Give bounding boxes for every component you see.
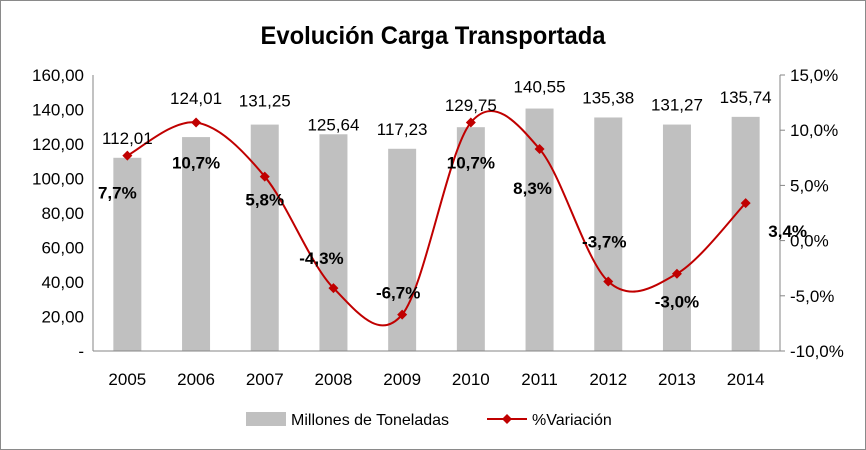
bar: [113, 157, 142, 351]
left-tick-label: 140,00: [32, 101, 84, 120]
bar-value-label: 131,25: [239, 92, 291, 111]
x-tick-label: 2010: [452, 370, 490, 389]
left-tick-label: 160,00: [32, 66, 84, 85]
variation-label: -3,0%: [655, 293, 699, 312]
variation-label: 5,8%: [245, 191, 284, 210]
right-tick-label: 0,0%: [790, 232, 829, 251]
bar: [250, 124, 279, 351]
x-tick-label: 2013: [658, 370, 696, 389]
bar: [662, 124, 691, 351]
legend-bar-label: Millones de Toneladas: [291, 412, 449, 429]
line-marker: [191, 117, 202, 128]
left-tick-label: 60,00: [41, 239, 84, 258]
left-tick-label: 120,00: [32, 135, 84, 154]
bar-value-label: 117,23: [377, 120, 428, 139]
right-tick-label: 5,0%: [790, 176, 829, 195]
bar: [319, 134, 348, 351]
bar: [594, 117, 623, 351]
x-tick-label: 2008: [315, 370, 353, 389]
line-marker: [671, 268, 682, 279]
bar: [731, 116, 760, 351]
variation-label: -6,7%: [376, 284, 420, 303]
line-marker: [465, 117, 476, 128]
right-tick-label: -5,0%: [790, 287, 834, 306]
left-tick-label: 100,00: [32, 170, 84, 189]
bar-value-label: 125,64: [307, 115, 359, 134]
left-tick-label: 20,00: [41, 308, 84, 327]
legend-line-label: %Variación: [532, 412, 612, 429]
bar: [456, 127, 485, 352]
legend-line-marker: [502, 414, 512, 424]
variation-label: -3,7%: [582, 232, 626, 251]
legend: Millones de Toneladas %Variación: [246, 412, 612, 429]
bar-value-label: 140,55: [514, 78, 566, 97]
bar-value-label: 131,27: [651, 96, 703, 115]
line-marker: [328, 283, 339, 294]
bar-value-label: 124,01: [170, 89, 222, 108]
right-tick-label: 10,0%: [790, 121, 838, 140]
bar: [388, 148, 417, 351]
variation-label: 3,4%: [768, 222, 807, 241]
right-tick-label: -10,0%: [790, 342, 844, 361]
variation-label: 7,7%: [98, 184, 137, 203]
x-tick-label: 2007: [246, 370, 284, 389]
bar: [182, 137, 211, 351]
x-tick-label: 2006: [177, 370, 215, 389]
x-tick-label: 2009: [383, 370, 421, 389]
x-tick-label: 2014: [727, 370, 765, 389]
bar-value-label: 135,38: [582, 88, 634, 107]
bar-value-label: 135,74: [720, 88, 772, 107]
left-tick-label: 80,00: [41, 204, 84, 223]
variation-label: 8,3%: [513, 179, 552, 198]
line-marker: [603, 276, 614, 287]
line-marker: [259, 171, 270, 182]
chart-title: Evolución Carga Transportada: [261, 22, 607, 50]
line-marker: [534, 143, 545, 154]
bar-value-label: 112,01: [102, 129, 153, 148]
variation-label: 10,7%: [172, 153, 220, 172]
variation-label: -4,3%: [299, 249, 343, 268]
variation-line: [126, 110, 747, 327]
x-tick-label: 2005: [108, 370, 146, 389]
variation-label: 10,7%: [447, 153, 495, 172]
x-tick-label: 2012: [589, 370, 627, 389]
left-tick-label: -: [78, 342, 84, 361]
legend-bar-swatch: [246, 412, 286, 426]
line-marker: [397, 309, 408, 320]
bar-value-label: 129,75: [445, 96, 497, 115]
right-tick-label: 15,0%: [790, 66, 838, 85]
x-tick-label: 2011: [521, 370, 558, 389]
left-tick-label: 40,00: [41, 273, 84, 292]
line-marker: [740, 198, 751, 209]
line-marker: [122, 150, 133, 161]
